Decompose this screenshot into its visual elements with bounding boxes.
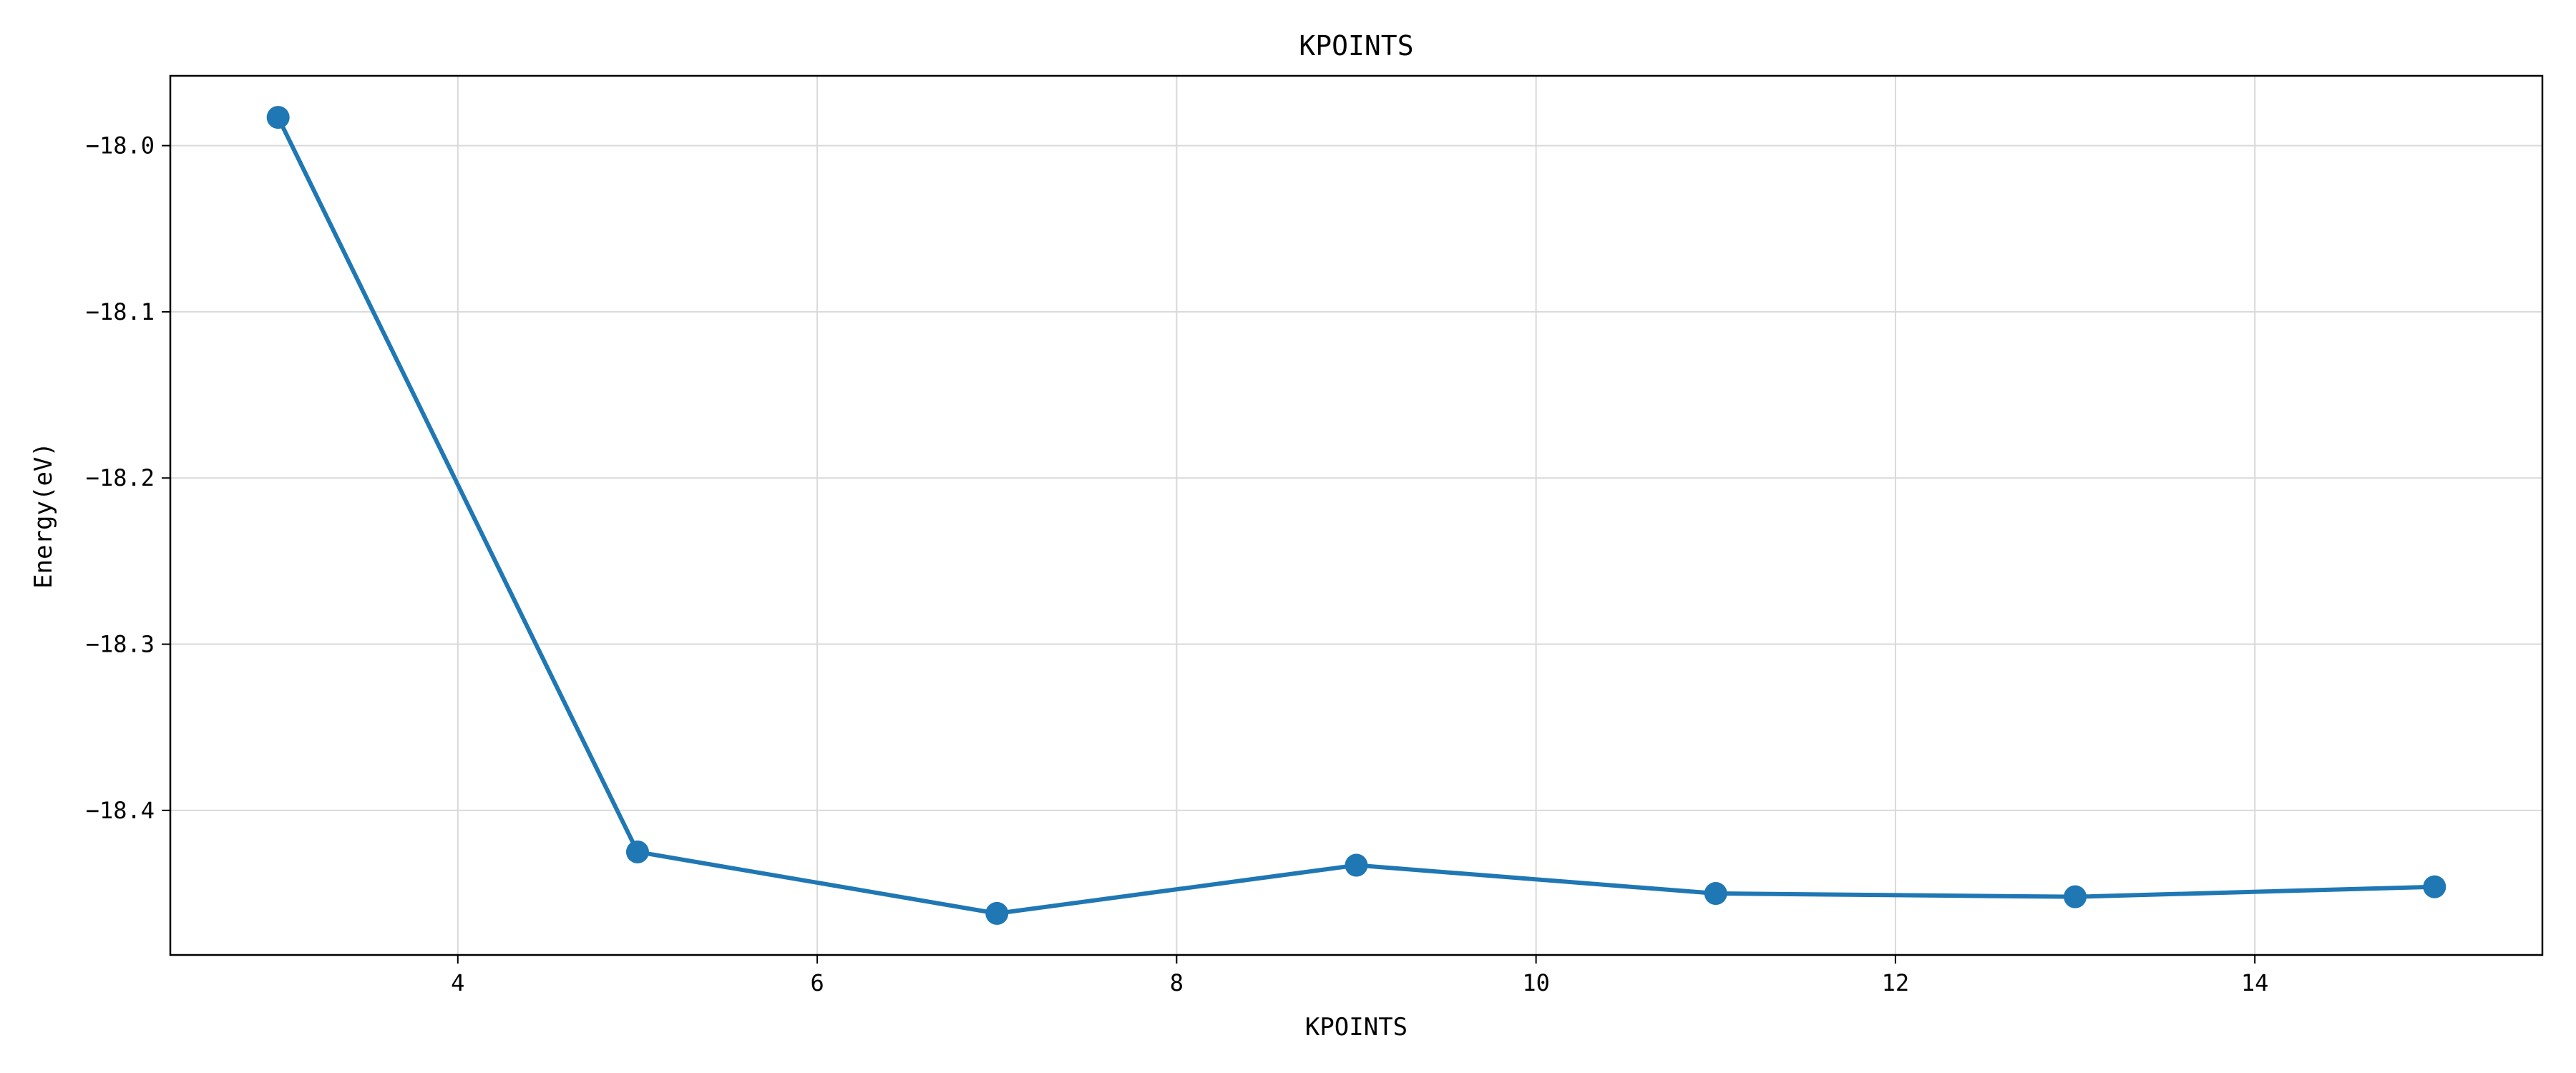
x-tick-label: 12	[1882, 969, 1910, 996]
x-axis-label: KPOINTS	[1305, 1013, 1407, 1042]
data-point	[2423, 875, 2446, 898]
plot-frame	[169, 74, 2544, 956]
tick-layer: 4 6 8 10 12 14 −18.0 −18.1 −18.2 −18.3 −18.4	[86, 132, 2269, 996]
x-tick-label: 10	[1522, 969, 1550, 996]
x-tick-label: 8	[1170, 969, 1184, 996]
grid-layer	[170, 76, 2542, 955]
data-point	[1345, 853, 1368, 877]
data-point	[2064, 885, 2087, 908]
data-point	[625, 840, 649, 863]
x-tick-label: 14	[2241, 969, 2269, 996]
y-tick-label: −18.3	[86, 631, 155, 658]
y-tick-label: −18.0	[86, 132, 155, 160]
x-tick-label: 6	[810, 969, 824, 996]
data-point	[1704, 882, 1727, 906]
chart-title: KPOINTS	[1299, 30, 1413, 62]
data-point	[985, 901, 1009, 925]
y-tick-label: −18.4	[86, 797, 155, 824]
y-axis-label: Energy(eV)	[29, 442, 58, 589]
series-layer	[266, 106, 2446, 925]
x-tick-label: 4	[451, 969, 464, 996]
data-point	[266, 106, 290, 129]
y-tick-label: −18.1	[86, 298, 155, 325]
y-tick-label: −18.2	[86, 464, 155, 491]
